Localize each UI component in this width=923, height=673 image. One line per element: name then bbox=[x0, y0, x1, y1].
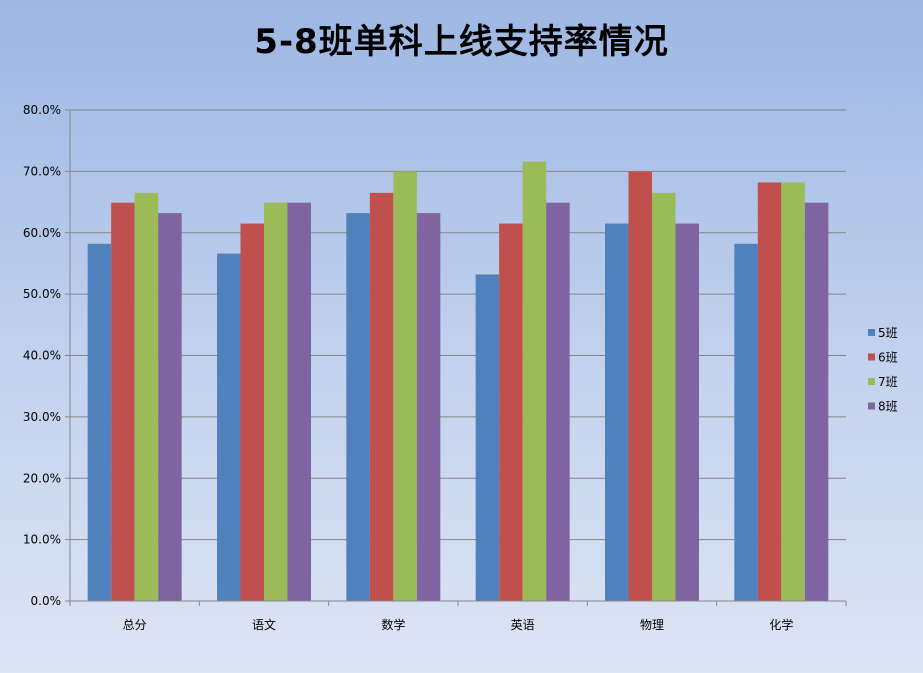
bar-8班-物理 bbox=[675, 223, 699, 601]
bar-6班-化学 bbox=[757, 182, 782, 602]
y-tick-label: 0.0% bbox=[31, 594, 62, 608]
bars bbox=[87, 161, 829, 602]
bar-6班-数学 bbox=[369, 192, 394, 601]
bar-5班-语文 bbox=[217, 253, 241, 601]
x-tick-label: 英语 bbox=[511, 618, 535, 632]
y-tick-label: 60.0% bbox=[23, 226, 61, 240]
bar-8班-化学 bbox=[804, 202, 829, 601]
y-tick-label: 10.0% bbox=[23, 533, 61, 547]
bar-8班-数学 bbox=[416, 213, 441, 602]
bar-7班-英语 bbox=[522, 161, 547, 601]
bar-7班-物理 bbox=[652, 192, 676, 601]
legend-swatch-7班 bbox=[868, 378, 875, 385]
legend-label: 7班 bbox=[878, 375, 898, 389]
legend-label: 8班 bbox=[878, 400, 898, 414]
bar-5班-英语 bbox=[475, 274, 500, 601]
legend-label: 6班 bbox=[878, 351, 898, 365]
bar-7班-总分 bbox=[134, 192, 159, 601]
gridlines bbox=[70, 109, 846, 541]
chart-title: 5-8班单科上线支持率情况 bbox=[254, 22, 669, 62]
y-tick-label: 80.0% bbox=[23, 103, 61, 117]
bar-5班-物理 bbox=[605, 223, 629, 601]
bar-7班-语文 bbox=[264, 202, 288, 601]
bar-8班-语文 bbox=[287, 202, 311, 601]
bar-6班-总分 bbox=[111, 202, 135, 601]
y-tick-label: 50.0% bbox=[23, 287, 61, 301]
x-tick-label: 数学 bbox=[381, 617, 405, 632]
bar-7班-数学 bbox=[393, 171, 417, 601]
legend-swatch-8班 bbox=[868, 402, 875, 410]
bar-6班-物理 bbox=[628, 171, 652, 601]
bar-6班-英语 bbox=[499, 223, 523, 601]
axes: 0.0% 10.0% 20.0% 30.0% 40.0% 50.0% 60.0% 70.0% 8… bbox=[23, 103, 847, 632]
legend-swatch-6班 bbox=[868, 353, 875, 361]
y-tick-label: 30.0% bbox=[23, 410, 61, 424]
bar-5班-总分 bbox=[87, 243, 112, 602]
legend: 5班 6班 7班 8班 bbox=[868, 326, 898, 414]
bar-8班-英语 bbox=[546, 202, 570, 601]
bar-8班-总分 bbox=[158, 213, 182, 602]
bar-5班-化学 bbox=[734, 243, 758, 602]
y-tick-label: 20.0% bbox=[23, 471, 61, 485]
bar-7班-化学 bbox=[781, 182, 805, 602]
x-tick-label: 语文 bbox=[252, 617, 276, 632]
legend-swatch-5班 bbox=[868, 329, 875, 336]
y-tick-label: 40.0% bbox=[23, 349, 61, 363]
x-tick-label: 总分 bbox=[123, 618, 147, 632]
legend-label: 5班 bbox=[878, 326, 898, 340]
y-tick-label: 70.0% bbox=[23, 164, 61, 178]
x-tick-label: 物理 bbox=[640, 618, 664, 632]
bar-5班-数学 bbox=[346, 213, 370, 602]
x-tick-label: 化学 bbox=[769, 617, 793, 632]
bar-6班-语文 bbox=[240, 223, 264, 601]
